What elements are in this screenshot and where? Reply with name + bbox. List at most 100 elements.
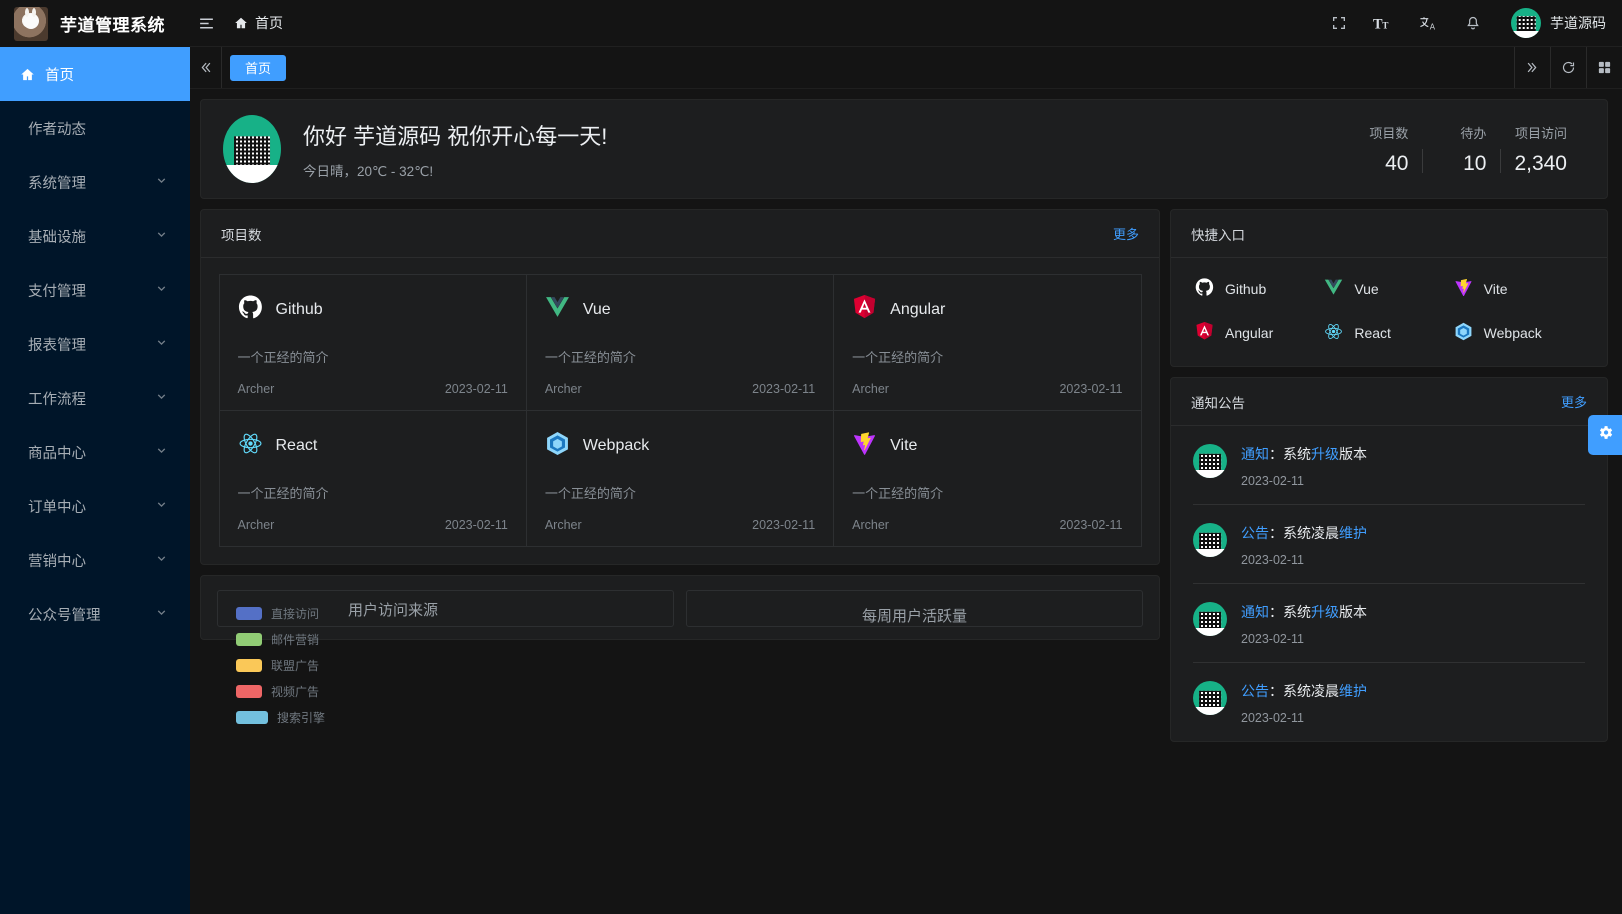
project-desc: 一个正经的简介	[544, 485, 636, 501]
settings-fab-button[interactable]	[1588, 415, 1622, 455]
sidebar-item-marketing-center[interactable]: 营销中心	[0, 533, 190, 587]
react-icon	[238, 431, 263, 461]
home-icon	[20, 67, 35, 82]
qr-avatar-icon	[1193, 523, 1227, 557]
quick-link-vue[interactable]: Vue	[1324, 278, 1453, 300]
webpack-icon	[545, 431, 570, 461]
projects-card-header: 项目数 更多	[201, 210, 1159, 258]
bell-icon[interactable]	[1465, 15, 1481, 32]
project-card-react[interactable]: React 一个正经的简介 Archer 2023-02-11	[218, 409, 527, 547]
gear-icon	[1597, 424, 1614, 446]
sidebar-item-workflow[interactable]: 工作流程	[0, 371, 190, 425]
top-header: 首页 T T A	[190, 0, 1622, 47]
sidebar-item-label: 商品中心	[28, 445, 86, 462]
sidebar-item-report-management[interactable]: 报表管理	[0, 317, 190, 371]
project-card-vite[interactable]: Vite 一个正经的简介 Archer 2023-02-11	[833, 409, 1142, 547]
breadcrumb[interactable]: 首页	[234, 13, 283, 33]
quick-link-label: React	[1354, 325, 1391, 341]
quick-link-label: Vite	[1483, 281, 1508, 297]
quick-link-react[interactable]: React	[1324, 322, 1453, 344]
sidebar-menu: 首页 作者动态 系统管理 基础设施 支付管理 报表管理	[0, 47, 190, 914]
quick-link-label: Vue	[1354, 281, 1379, 297]
legend-label: 视频广告	[271, 685, 320, 699]
notice-item[interactable]: 公告：系统凌晨维护 2023-02-11	[1193, 663, 1585, 741]
sidebar-item-order-center[interactable]: 订单中心	[0, 479, 190, 533]
vue-icon	[545, 295, 570, 325]
notice-item[interactable]: 通知：系统升级版本 2023-02-11	[1193, 426, 1585, 505]
grid-layout-icon[interactable]	[1586, 47, 1622, 88]
quick-link-angular[interactable]: Angular	[1195, 322, 1324, 344]
sidebar-item-label: 系统管理	[28, 175, 86, 192]
sidebar-item-label: 首页	[45, 67, 74, 84]
hamburger-icon[interactable]	[190, 15, 222, 32]
quick-links-header: 快捷入口	[1171, 210, 1607, 258]
sidebar-item-payment-management[interactable]: 支付管理	[0, 263, 190, 317]
project-name: Vue	[582, 300, 611, 318]
sidebar-item-official-account-management[interactable]: 公众号管理	[0, 587, 190, 641]
project-card-webpack[interactable]: Webpack 一个正经的简介 Archer 2023-02-11	[525, 409, 835, 547]
quick-link-github[interactable]: Github	[1195, 278, 1324, 300]
notices-card: 通知公告 更多 通知：系统升级版本 2023-02-11	[1170, 377, 1608, 742]
quick-link-label: Webpack	[1483, 325, 1542, 341]
sidebar-item-home[interactable]: 首页	[0, 47, 190, 101]
user-menu[interactable]: 芋道源码	[1511, 8, 1606, 38]
project-card-github[interactable]: Github 一个正经的简介 Archer 2023-02-11	[218, 273, 527, 411]
welcome-greeting: 你好 芋道源码 祝你开心每一天!	[303, 123, 608, 149]
right-column: 快捷入口 Github Vue	[1170, 209, 1608, 742]
legend-item[interactable]: 联盟广告	[236, 657, 325, 674]
project-header: Angular	[852, 294, 1122, 325]
project-card-angular[interactable]: Angular 一个正经的简介 Archer 2023-02-11	[833, 273, 1142, 411]
notice-date: 2023-02-11	[1241, 632, 1305, 646]
project-date: 2023-02-11	[752, 517, 816, 532]
quick-link-vite[interactable]: Vite	[1454, 278, 1583, 300]
legend-item[interactable]: 搜索引擎	[236, 709, 325, 726]
svg-text:T: T	[1382, 21, 1389, 31]
pie-legend: 直接访问 邮件营销 联盟广告	[236, 605, 325, 726]
quick-link-webpack[interactable]: Webpack	[1454, 322, 1583, 344]
sidebar-logo[interactable]: 芋道管理系统	[0, 0, 190, 47]
legend-label: 联盟广告	[271, 659, 320, 673]
rabbit-avatar-icon	[14, 6, 48, 41]
chevron-down-icon	[155, 444, 168, 461]
notice-item[interactable]: 公告：系统凌晨维护 2023-02-11	[1193, 505, 1585, 584]
sidebar-item-system-management[interactable]: 系统管理	[0, 155, 190, 209]
legend-item[interactable]: 视频广告	[236, 683, 325, 700]
project-name: React	[275, 436, 318, 454]
sidebar-item-label: 作者动态	[28, 121, 86, 138]
notice-title: 通知：系统升级版本	[1241, 604, 1367, 620]
chevron-double-right-icon[interactable]	[1514, 47, 1550, 88]
project-footer: Archer 2023-02-11	[852, 366, 1122, 396]
stat-label: 待办	[1460, 125, 1487, 141]
legend-label: 直接访问	[271, 607, 320, 621]
vite-icon	[1454, 278, 1473, 300]
welcome-texts: 你好 芋道源码 祝你开心每一天! 今日晴，20℃ - 32℃!	[303, 119, 607, 180]
sidebar-item-label: 营销中心	[28, 553, 86, 570]
refresh-icon[interactable]	[1550, 47, 1586, 88]
sidebar-item-product-center[interactable]: 商品中心	[0, 425, 190, 479]
legend-item[interactable]: 邮件营销	[236, 631, 325, 648]
font-size-icon[interactable]: T T	[1373, 15, 1393, 32]
chevron-double-left-icon[interactable]	[190, 47, 222, 88]
notice-item[interactable]: 通知：系统升级版本 2023-02-11	[1193, 584, 1585, 663]
notice-content: 通知：系统升级版本 2023-02-11	[1241, 444, 1367, 488]
translate-icon[interactable]: A	[1419, 14, 1439, 32]
sidebar-item-label: 报表管理	[28, 337, 86, 354]
notice-content: 公告：系统凌晨维护 2023-02-11	[1241, 681, 1367, 725]
sidebar-item-author-news[interactable]: 作者动态	[0, 101, 190, 155]
tab-home[interactable]: 首页	[230, 54, 287, 81]
projects-more-link[interactable]: 更多	[1112, 227, 1139, 242]
chevron-down-icon	[155, 174, 168, 191]
sidebar-item-infrastructure[interactable]: 基础设施	[0, 209, 190, 263]
sidebar: 芋道管理系统 首页 作者动态 系统管理 基础设施 支付管理	[0, 0, 190, 914]
project-name: Github	[275, 300, 323, 318]
legend-label: 邮件营销	[271, 633, 320, 647]
breadcrumb-home-label: 首页	[255, 15, 283, 31]
legend-item[interactable]: 直接访问	[236, 605, 325, 622]
project-card-vue[interactable]: Vue 一个正经的简介 Archer 2023-02-11	[525, 273, 835, 411]
tab-bar: 首页	[190, 47, 1622, 89]
fullscreen-icon[interactable]	[1331, 15, 1347, 31]
vite-icon	[852, 431, 877, 461]
notices-more-link[interactable]: 更多	[1560, 395, 1587, 410]
qr-avatar-icon	[1193, 681, 1227, 715]
